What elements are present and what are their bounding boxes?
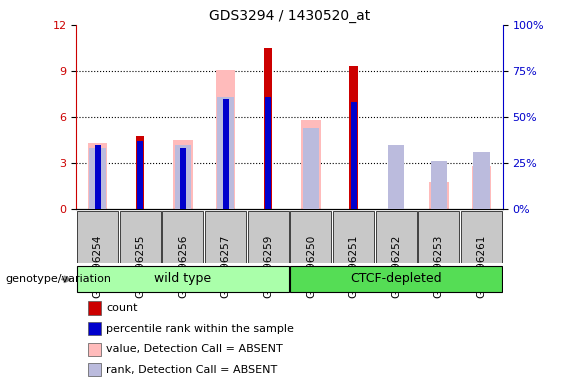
Bar (216, 70, 235, 209)
Text: CTCF-depleted: CTCF-depleted (350, 272, 442, 285)
FancyBboxPatch shape (333, 211, 374, 263)
Bar (88, 343, 101, 356)
Bar (349, 66, 358, 209)
FancyBboxPatch shape (419, 211, 459, 263)
Text: GSM296259: GSM296259 (263, 235, 273, 298)
FancyBboxPatch shape (205, 211, 246, 263)
Bar (94, 145, 101, 209)
Text: GSM296250: GSM296250 (306, 235, 316, 298)
Bar (136, 136, 145, 209)
Bar (88, 301, 101, 314)
Text: count: count (106, 303, 138, 313)
Bar (473, 152, 490, 209)
Text: GSM296254: GSM296254 (93, 235, 103, 298)
Bar (301, 120, 320, 209)
Bar (223, 99, 229, 209)
Text: GSM296251: GSM296251 (349, 235, 359, 298)
FancyBboxPatch shape (290, 211, 331, 263)
Text: GSM296261: GSM296261 (476, 235, 486, 298)
Bar (175, 145, 191, 209)
Bar (173, 140, 193, 209)
Bar (264, 48, 272, 209)
FancyBboxPatch shape (120, 211, 160, 263)
Bar (77, 266, 289, 292)
Text: GSM296256: GSM296256 (178, 235, 188, 298)
Bar (88, 363, 101, 376)
FancyBboxPatch shape (376, 211, 416, 263)
Bar (303, 128, 319, 209)
Bar (290, 266, 502, 292)
Text: rank, Detection Call = ABSENT: rank, Detection Call = ABSENT (106, 365, 277, 375)
FancyBboxPatch shape (461, 211, 502, 263)
Text: percentile rank within the sample: percentile rank within the sample (106, 324, 294, 334)
Text: GSM296257: GSM296257 (220, 235, 231, 298)
Text: GSM296252: GSM296252 (391, 235, 401, 298)
Bar (88, 322, 101, 335)
Bar (472, 166, 491, 209)
Bar (431, 161, 447, 209)
Bar (180, 149, 186, 209)
Text: wild type: wild type (154, 272, 211, 285)
FancyBboxPatch shape (163, 211, 203, 263)
Bar (89, 149, 106, 209)
FancyBboxPatch shape (248, 211, 289, 263)
Bar (388, 145, 405, 209)
Text: GSM296253: GSM296253 (434, 235, 444, 298)
Bar (137, 141, 144, 209)
Bar (218, 97, 234, 209)
Bar (265, 97, 271, 209)
Text: genotype/variation: genotype/variation (6, 274, 112, 285)
FancyBboxPatch shape (77, 211, 118, 263)
Bar (350, 103, 357, 209)
Text: value, Detection Call = ABSENT: value, Detection Call = ABSENT (106, 344, 283, 354)
Text: GSM296255: GSM296255 (135, 235, 145, 298)
Bar (88, 143, 107, 209)
Bar (429, 182, 449, 209)
Title: GDS3294 / 1430520_at: GDS3294 / 1430520_at (209, 8, 370, 23)
